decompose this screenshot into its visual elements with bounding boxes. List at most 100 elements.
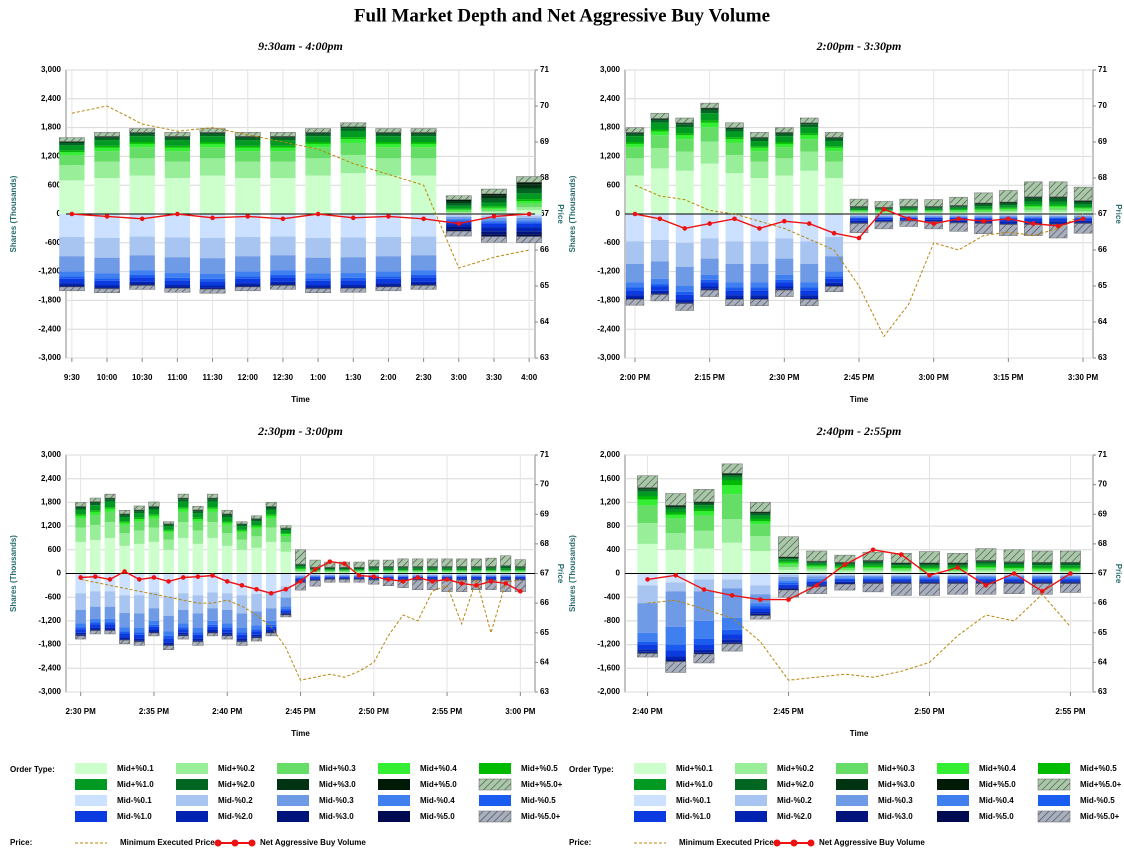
bar-segment [134, 506, 145, 510]
bar-segment [891, 569, 911, 570]
bar-segment [200, 286, 225, 288]
volume-marker [931, 221, 936, 226]
bar-segment [341, 285, 366, 287]
bar-segment [266, 510, 277, 515]
volume-marker [871, 548, 876, 553]
bar-segment [94, 178, 119, 214]
bar-segment [207, 507, 218, 509]
bar-segment [130, 158, 155, 175]
bar-segment [193, 513, 204, 518]
bar-segment [165, 162, 190, 178]
y2-tick-label: 69 [1098, 137, 1107, 146]
legend-marker [791, 840, 798, 847]
bar-segment [726, 137, 744, 139]
bar-segment [376, 279, 401, 283]
y2-tick-label: 68 [1098, 539, 1107, 548]
bar-segment [90, 619, 101, 623]
y2-tick-label: 66 [1098, 598, 1107, 607]
bar-segment [200, 176, 225, 214]
bar-segment [251, 519, 262, 520]
bar-segment [178, 499, 189, 501]
x-tick-label: 2:15 PM [695, 373, 726, 382]
bar-segment [178, 629, 189, 633]
x-tick-label: 3:00 PM [505, 707, 536, 716]
bar-segment [193, 506, 204, 510]
bar-segment [281, 615, 292, 617]
bar-segment [105, 591, 116, 606]
bar-segment [165, 257, 190, 273]
bar-segment [149, 592, 160, 608]
bar-segment [163, 522, 174, 524]
bar-segment [516, 234, 541, 236]
bar-segment [411, 136, 436, 142]
bar-segment [1024, 205, 1042, 206]
bar-segment [94, 137, 119, 138]
bar-segment [471, 572, 482, 573]
bar-segment [305, 129, 330, 133]
bar-segment [193, 522, 204, 531]
bar-segment [1049, 210, 1067, 212]
bar-segment [237, 530, 248, 531]
bar-segment [305, 144, 330, 147]
bar-segment [825, 151, 843, 162]
bar-segment [694, 489, 714, 501]
bar-segment [442, 574, 453, 575]
volume-marker [93, 574, 98, 579]
bar-segment [835, 568, 855, 569]
bar-segment [130, 133, 155, 134]
bar-segment [750, 178, 768, 214]
volume-marker [503, 581, 508, 586]
bar-segment [775, 275, 793, 280]
bar-segment [676, 299, 694, 302]
legend-label: Mid-%0.2 [777, 796, 812, 805]
bar-segment [835, 584, 855, 590]
bar-segment [750, 139, 768, 141]
bar-segment [165, 148, 190, 151]
bar-segment [398, 569, 409, 571]
bar-segment [976, 561, 996, 562]
chart-subtitle: 2:30pm - 3:00pm [257, 424, 343, 438]
bar-segment [651, 130, 669, 132]
bar-segment [376, 134, 401, 136]
bar-segment [891, 581, 911, 582]
bar-segment [456, 569, 467, 571]
bar-segment [807, 562, 827, 563]
bar-segment [411, 176, 436, 214]
bar-segment [778, 563, 798, 565]
bar-segment [778, 575, 798, 577]
bar-segment [850, 212, 868, 213]
bar-segment [1024, 216, 1042, 217]
bar-segment [726, 295, 744, 298]
bar-segment [778, 565, 798, 567]
legend-swatch [937, 763, 969, 774]
bar-segment [446, 212, 471, 213]
bar-segment [775, 142, 793, 144]
bar-segment [626, 128, 644, 133]
legend-swatch [176, 779, 208, 790]
volume-marker [459, 581, 464, 586]
bar-segment [270, 137, 295, 138]
volume-marker [981, 219, 986, 224]
y2-tick-label: 67 [540, 569, 549, 578]
volume-marker [269, 591, 274, 596]
bar-segment [149, 514, 160, 516]
bar-segment [1032, 565, 1052, 567]
bar-segment [119, 640, 130, 644]
bar-segment [500, 574, 511, 575]
volume-marker [105, 214, 110, 219]
volume-marker [415, 575, 420, 580]
bar-segment [193, 595, 204, 613]
x-tick-label: 2:35 PM [139, 707, 170, 716]
bar-segment [976, 549, 996, 561]
y-tick-label: 1,800 [41, 498, 62, 507]
bar-segment [919, 571, 939, 572]
volume-marker [518, 589, 523, 594]
bar-segment [626, 282, 644, 287]
bar-segment [666, 512, 686, 514]
bar-segment [442, 571, 453, 572]
x-tick-label: 2:45 PM [844, 373, 875, 382]
bar-segment [305, 142, 330, 144]
y2-tick-label: 64 [540, 317, 549, 326]
bar-segment [149, 502, 160, 506]
